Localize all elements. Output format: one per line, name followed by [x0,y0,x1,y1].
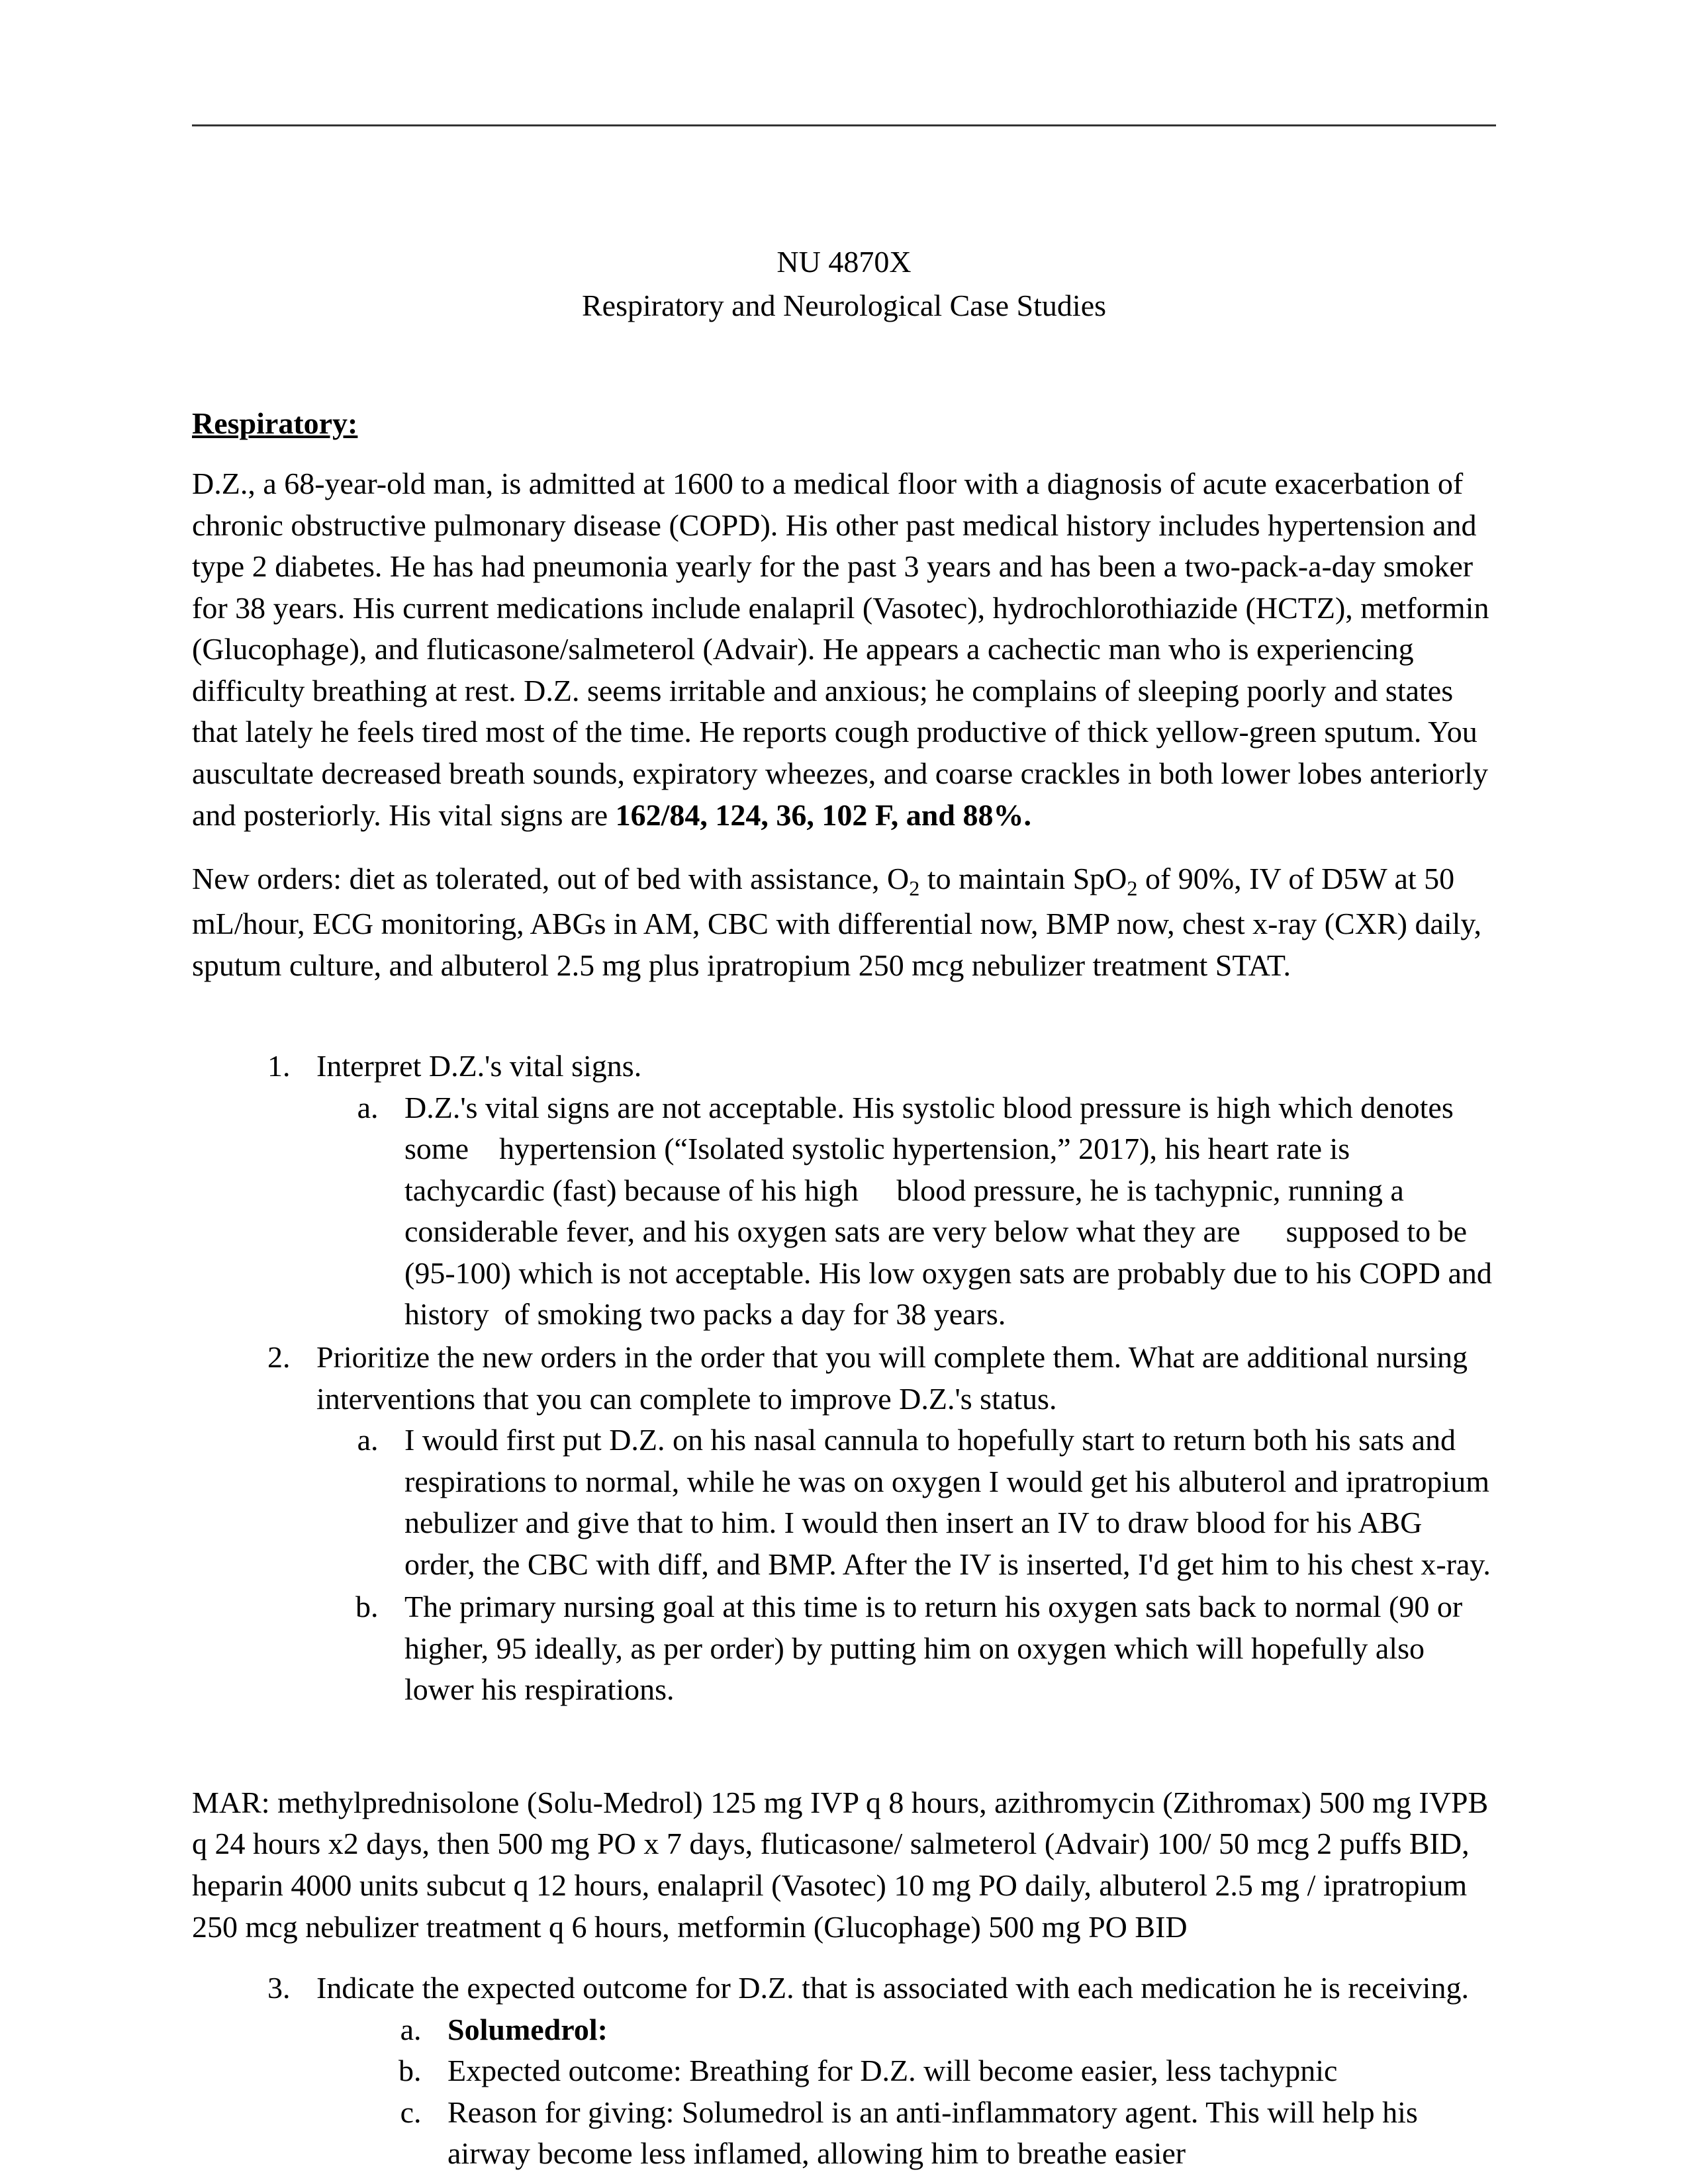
question-2: Prioritize the new orders in the order t… [298,1337,1496,1711]
case-p1-text: D.Z., a 68-year-old man, is admitted at … [192,467,1489,831]
section-heading-respiratory: Respiratory: [192,406,1496,441]
case-paragraph-2: New orders: diet as tolerated, out of be… [192,858,1496,986]
document-title: Respiratory and Neurological Case Studie… [192,285,1496,326]
q3-answers: Solumedrol: Expected outcome: Breathing … [316,2009,1496,2175]
q2-text: Prioritize the new orders in the order t… [316,1340,1468,1416]
case-p2-b: to maintain SpO [919,862,1127,895]
q3-answer-c: Reason for giving: Solumedrol is an anti… [429,2092,1496,2175]
document-header: NU 4870X Respiratory and Neurological Ca… [192,242,1496,326]
q2-answers: I would first put D.Z. on his nasal cann… [316,1420,1496,1711]
q3-text: Indicate the expected outcome for D.Z. t… [316,1971,1469,2005]
course-code: NU 4870X [192,242,1496,283]
q2-answer-b: The primary nursing goal at this time is… [386,1586,1496,1711]
case-paragraph-1: D.Z., a 68-year-old man, is admitted at … [192,463,1496,836]
q3-answer-a: Solumedrol: [429,2009,1496,2051]
q3-a-bold: Solumedrol: [447,2013,608,2046]
question-1: Interpret D.Z.'s vital signs. D.Z.'s vit… [298,1046,1496,1336]
vital-signs-bold: 162/84, 124, 36, 102 F, and 88%. [616,798,1031,832]
top-horizontal-rule [192,124,1496,126]
question-list-1-2: Interpret D.Z.'s vital signs. D.Z.'s vit… [192,1046,1496,1711]
q1-text: Interpret D.Z.'s vital signs. [316,1049,641,1083]
o2-subscript: 2 [909,876,919,900]
page-container: NU 4870X Respiratory and Neurological Ca… [0,0,1688,2184]
question-3: Indicate the expected outcome for D.Z. t… [298,1968,1496,2175]
q1-answer-a: D.Z.'s vital signs are not acceptable. H… [386,1087,1496,1336]
question-list-3: Indicate the expected outcome for D.Z. t… [192,1968,1496,2175]
q1-answers: D.Z.'s vital signs are not acceptable. H… [316,1087,1496,1336]
mar-paragraph: MAR: methylprednisolone (Solu-Medrol) 12… [192,1782,1496,1948]
spo2-subscript: 2 [1127,876,1137,900]
q3-answer-b: Expected outcome: Breathing for D.Z. wil… [429,2050,1496,2092]
case-p2-a: New orders: diet as tolerated, out of be… [192,862,909,895]
q2-answer-a: I would first put D.Z. on his nasal cann… [386,1420,1496,1585]
